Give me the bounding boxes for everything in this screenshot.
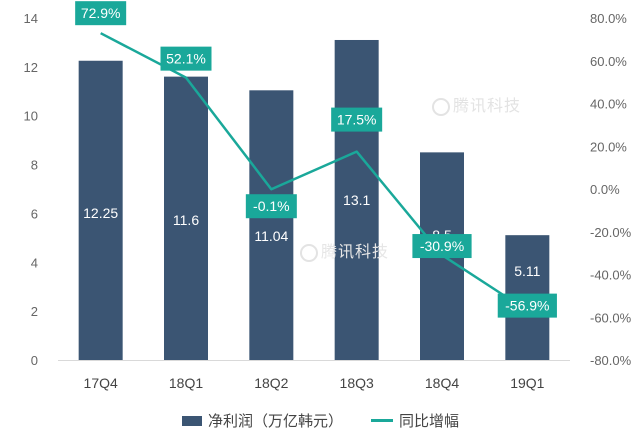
growth-value-label: 72.9% — [81, 5, 121, 21]
y-right-tick-label: -80.0% — [590, 353, 632, 368]
y-left-tick-label: 12 — [24, 60, 38, 75]
growth-label-box — [412, 234, 472, 259]
bar — [249, 90, 294, 361]
bar-value-label: 13.1 — [343, 192, 370, 208]
legend-bar-swatch — [181, 415, 202, 426]
growth-value-label: 17.5% — [337, 112, 377, 128]
y-left-tick-label: 14 — [24, 11, 38, 26]
bar — [334, 39, 379, 360]
watermark: 腾讯科技 — [432, 92, 521, 116]
y-right-tick-label: -60.0% — [590, 310, 632, 325]
legend: 净利润（万亿韩元） 同比增幅 — [0, 410, 641, 431]
watermark-logo-icon — [300, 243, 318, 262]
y-left-tick-label: 2 — [31, 304, 38, 319]
legend-line-swatch — [371, 419, 393, 422]
growth-label-box — [331, 107, 383, 132]
growth-value-label: 52.1% — [166, 51, 206, 67]
y-right-tick-label: -20.0% — [590, 225, 632, 240]
growth-value-label: -30.9% — [420, 238, 464, 254]
y-right-tick-label: 40.0% — [590, 97, 627, 112]
legend-bar-label: 净利润（万亿韩元） — [207, 413, 343, 430]
y-left-tick-label: 10 — [24, 109, 38, 124]
y-right-tick-label: 0.0% — [590, 182, 620, 197]
x-tick-label: 17Q4 — [84, 375, 118, 391]
y-right-tick-label: 80.0% — [590, 11, 627, 26]
bar-value-label: 11.6 — [173, 212, 199, 228]
y-left-tick-label: 8 — [31, 158, 38, 173]
y-left-tick-label: 4 — [31, 255, 38, 270]
watermark-text: 腾讯科技 — [453, 96, 522, 115]
growth-value-label: -0.1% — [253, 198, 290, 214]
growth-label-box — [160, 46, 212, 71]
bar-value-label: 12.25 — [83, 205, 118, 221]
growth-label-box — [75, 1, 127, 26]
bar — [164, 76, 208, 360]
watermark-secondary: 腾讯科技 — [300, 238, 389, 262]
y-left-tick-label: 0 — [31, 353, 38, 368]
bar-value-label: 5.11 — [514, 263, 540, 279]
y-right-tick-label: 60.0% — [590, 54, 627, 69]
growth-label-box — [497, 293, 557, 318]
x-tick-label: 19Q1 — [510, 375, 544, 391]
x-tick-label: 18Q3 — [340, 375, 374, 391]
legend-item-bar: 净利润（万亿韩元） — [181, 410, 343, 431]
watermark-logo-icon — [432, 97, 450, 116]
bar-value-label: 11.04 — [254, 228, 288, 244]
bar — [78, 60, 123, 360]
y-right-tick-label: -40.0% — [590, 268, 632, 283]
y-right-tick-label: 20.0% — [590, 139, 627, 154]
growth-label-box — [245, 194, 297, 219]
y-left-tick-label: 6 — [31, 206, 38, 221]
x-tick-label: 18Q4 — [425, 375, 459, 391]
x-tick-label: 18Q1 — [169, 375, 203, 391]
watermark-text: 腾讯科技 — [321, 242, 390, 261]
legend-line-label: 同比增幅 — [399, 413, 460, 430]
x-tick-label: 18Q2 — [254, 375, 288, 391]
legend-item-line: 同比增幅 — [371, 410, 459, 431]
growth-value-label: -56.9% — [505, 298, 549, 314]
